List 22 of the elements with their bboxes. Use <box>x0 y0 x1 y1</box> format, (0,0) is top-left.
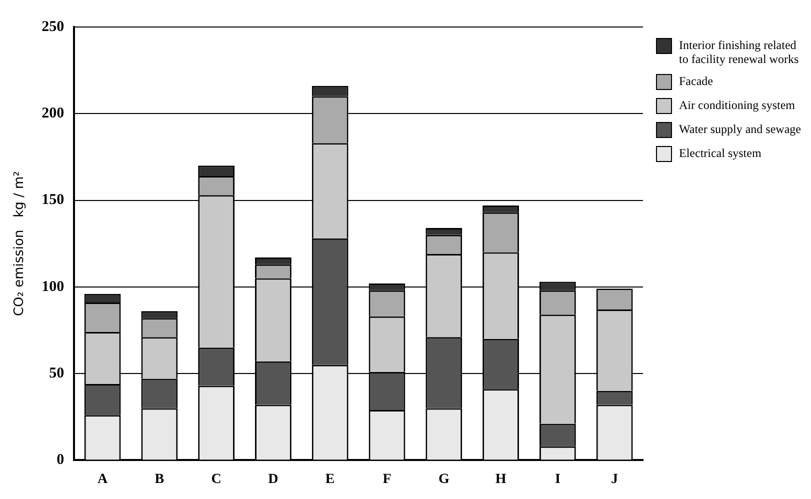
x-tick-label: D <box>268 472 278 488</box>
x-tick-label: J <box>611 472 618 488</box>
y-tick-label: 50 <box>49 365 64 382</box>
y-tick-label: 0 <box>56 452 64 468</box>
x-tick-label: A <box>97 472 108 488</box>
legend-label: Air conditioning system <box>679 98 795 112</box>
legend-label: Electrical system <box>679 146 762 160</box>
x-tick-label: I <box>554 472 560 488</box>
x-tick-label: G <box>438 472 450 488</box>
y-tick-label: 200 <box>42 106 64 122</box>
x-tick-label: H <box>495 472 506 488</box>
legend-label: Water supply and sewage <box>679 122 801 136</box>
y-axis-title: CO₂ emission kg / m² <box>12 171 28 316</box>
legend-label: Facade <box>679 74 713 88</box>
y-tick-label: 100 <box>42 278 64 295</box>
x-tick-label: E <box>325 472 335 488</box>
legend-label: Interior finishing related to facility renewal works <box>679 38 800 66</box>
x-tick-label: B <box>154 472 164 488</box>
y-tick-label: 150 <box>42 192 64 208</box>
y-tick-label: 250 <box>42 18 64 35</box>
x-tick-label: C <box>211 472 222 488</box>
x-tick-label: F <box>382 472 392 488</box>
